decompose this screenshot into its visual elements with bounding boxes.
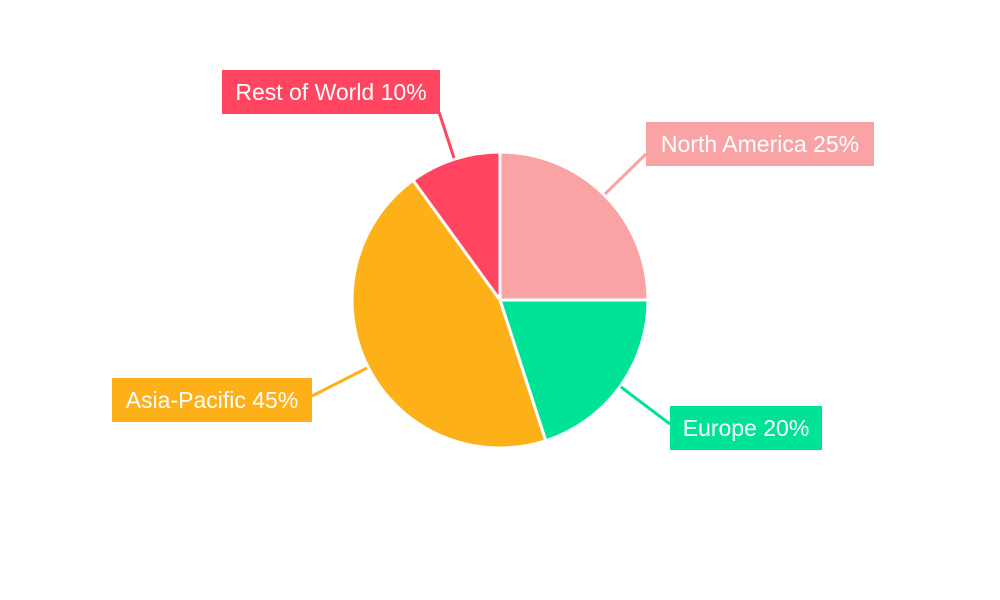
pie-slice-rest-of-world[interactable]	[410, 150, 502, 305]
leader-line	[437, 111, 456, 159]
data-label: Europe 20%	[683, 415, 810, 441]
label-box	[670, 406, 822, 450]
pie-slice-asia-pacific[interactable]	[350, 178, 548, 450]
label-box	[112, 378, 312, 422]
leader-line	[620, 385, 671, 426]
data-label: North America 25%	[661, 131, 859, 157]
leader-line	[311, 366, 368, 398]
leader-line	[603, 152, 648, 196]
label-box	[646, 122, 874, 166]
pie-slice-north-america[interactable]	[498, 150, 650, 302]
data-label: Rest of World 10%	[235, 79, 426, 105]
label-box	[222, 70, 440, 114]
pie-slice-europe[interactable]	[497, 298, 650, 443]
data-label: Asia-Pacific 45%	[126, 387, 299, 413]
